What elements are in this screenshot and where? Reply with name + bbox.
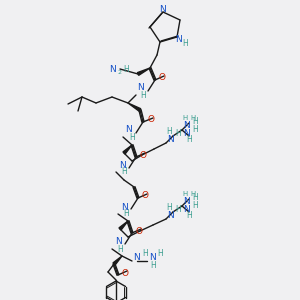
Text: O: O bbox=[136, 226, 142, 236]
Text: N: N bbox=[168, 211, 174, 220]
Polygon shape bbox=[123, 145, 132, 154]
Text: H: H bbox=[117, 244, 123, 253]
Polygon shape bbox=[113, 256, 122, 265]
Text: N: N bbox=[184, 128, 190, 137]
Text: N: N bbox=[115, 238, 122, 247]
Text: H: H bbox=[142, 250, 148, 259]
Text: N: N bbox=[148, 254, 155, 262]
Text: O: O bbox=[148, 116, 154, 124]
Text: N: N bbox=[184, 205, 190, 214]
Text: N: N bbox=[121, 202, 128, 211]
Text: H: H bbox=[186, 212, 192, 220]
Polygon shape bbox=[128, 103, 141, 111]
Text: H: H bbox=[192, 200, 198, 209]
Text: N: N bbox=[138, 83, 144, 92]
Text: H: H bbox=[190, 191, 196, 197]
Text: N: N bbox=[184, 197, 190, 206]
Text: N: N bbox=[110, 64, 116, 74]
Text: N: N bbox=[160, 4, 167, 14]
Text: H: H bbox=[123, 209, 129, 218]
Text: H: H bbox=[192, 124, 198, 134]
Text: O: O bbox=[158, 74, 166, 82]
Text: H: H bbox=[192, 193, 198, 202]
Text: N: N bbox=[175, 34, 182, 43]
Polygon shape bbox=[119, 221, 128, 230]
Text: N: N bbox=[126, 125, 132, 134]
Text: H: H bbox=[150, 260, 156, 269]
Text: H: H bbox=[182, 40, 188, 49]
Text: H: H bbox=[123, 65, 129, 74]
Text: H: H bbox=[190, 115, 196, 121]
Text: O: O bbox=[140, 151, 146, 160]
Text: O: O bbox=[142, 191, 148, 200]
Text: H: H bbox=[166, 202, 172, 211]
Text: H: H bbox=[192, 116, 198, 125]
Text: H: H bbox=[175, 205, 181, 214]
Text: H: H bbox=[175, 128, 181, 137]
Text: N: N bbox=[134, 254, 140, 262]
Text: H: H bbox=[129, 133, 135, 142]
Text: O: O bbox=[122, 268, 128, 278]
Text: H: H bbox=[186, 136, 192, 145]
Polygon shape bbox=[137, 68, 150, 75]
Text: N: N bbox=[118, 160, 125, 169]
Text: H: H bbox=[157, 250, 163, 259]
Text: N: N bbox=[168, 134, 174, 143]
Text: H: H bbox=[121, 167, 127, 176]
Text: 2: 2 bbox=[117, 70, 121, 76]
Text: H: H bbox=[166, 127, 172, 136]
Text: N: N bbox=[184, 122, 190, 130]
Text: H: H bbox=[140, 91, 146, 100]
Text: H: H bbox=[182, 115, 188, 121]
Text: H: H bbox=[182, 191, 188, 197]
